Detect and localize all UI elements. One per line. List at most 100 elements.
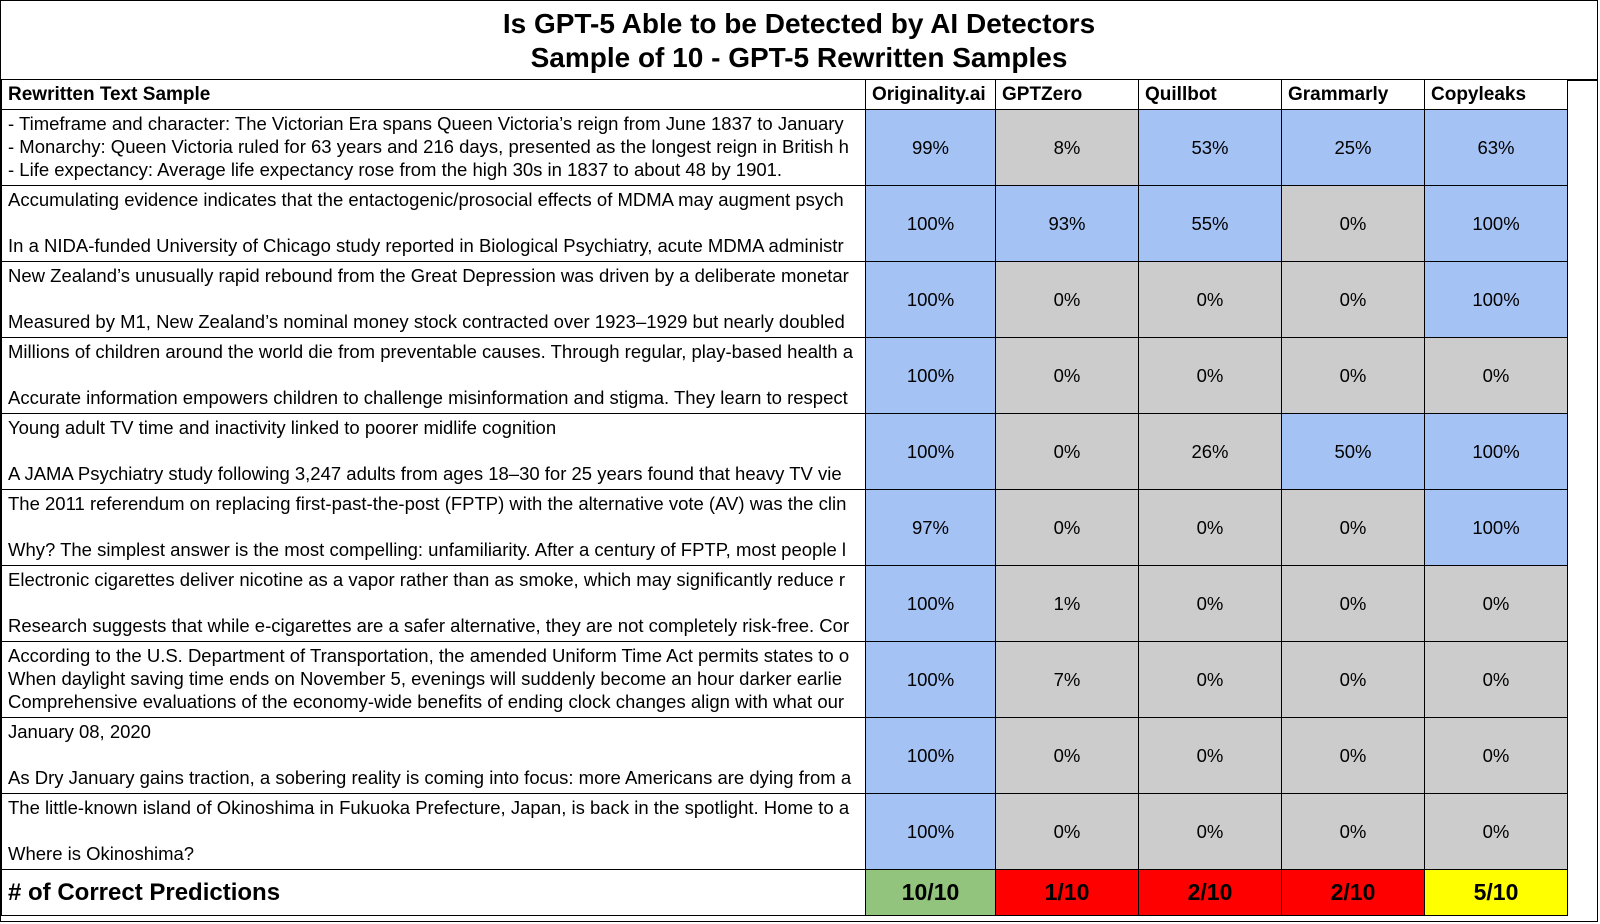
- score-cell-originality[interactable]: 100%: [865, 261, 996, 338]
- score-cell-copyleaks[interactable]: 100%: [1424, 413, 1568, 490]
- sample-text-line: Comprehensive evaluations of the economy…: [8, 691, 845, 712]
- score-cell-grammarly[interactable]: 0%: [1281, 641, 1425, 718]
- sample-text-line: Young adult TV time and inactivity linke…: [8, 417, 557, 438]
- score-cell-copyleaks[interactable]: 0%: [1424, 641, 1568, 718]
- header-gptzero[interactable]: GPTZero: [995, 79, 1139, 110]
- score-cell-originality[interactable]: 100%: [865, 641, 996, 718]
- sample-text-cell[interactable]: According to the U.S. Department of Tran…: [1, 641, 866, 718]
- score-cell-originality[interactable]: 100%: [865, 413, 996, 490]
- score-cell-originality[interactable]: 97%: [865, 489, 996, 566]
- header-copyleaks[interactable]: Copyleaks: [1424, 79, 1568, 110]
- score-cell-gptzero[interactable]: 7%: [995, 641, 1139, 718]
- header-sample[interactable]: Rewritten Text Sample: [1, 79, 866, 110]
- score-cell-gptzero[interactable]: 8%: [995, 109, 1139, 186]
- score-cell-grammarly[interactable]: 0%: [1281, 185, 1425, 262]
- score-cell-copyleaks[interactable]: 100%: [1424, 261, 1568, 338]
- sample-text-cell[interactable]: The little-known island of Okinoshima in…: [1, 793, 866, 870]
- score-cell-copyleaks[interactable]: 0%: [1424, 337, 1568, 414]
- page-subtitle: Sample of 10 - GPT-5 Rewritten Samples: [530, 42, 1068, 73]
- score-cell-gptzero[interactable]: 0%: [995, 793, 1139, 870]
- score-cell-grammarly[interactable]: 50%: [1281, 413, 1425, 490]
- score-cell-quillbot[interactable]: 0%: [1138, 489, 1282, 566]
- score-cell-grammarly[interactable]: 0%: [1281, 717, 1425, 794]
- sample-text-line: Electronic cigarettes deliver nicotine a…: [8, 569, 845, 590]
- sample-text-cell[interactable]: Young adult TV time and inactivity linke…: [1, 413, 866, 490]
- header-quillbot[interactable]: Quillbot: [1138, 79, 1282, 110]
- score-cell-gptzero[interactable]: 93%: [995, 185, 1139, 262]
- score-cell-quillbot[interactable]: 0%: [1138, 261, 1282, 338]
- score-cell-quillbot[interactable]: 53%: [1138, 109, 1282, 186]
- sample-text-line: Measured by M1, New Zealand’s nominal mo…: [8, 311, 845, 332]
- sample-text-line: Accumulating evidence indicates that the…: [8, 189, 844, 210]
- sample-text-line: As Dry January gains traction, a soberin…: [8, 767, 852, 788]
- sample-text-line: When daylight saving time ends on Novemb…: [8, 668, 842, 689]
- score-cell-quillbot[interactable]: 0%: [1138, 337, 1282, 414]
- sample-text-line: - Life expectancy: Average life expectan…: [8, 159, 783, 180]
- sample-text-line: The 2011 referendum on replacing first-p…: [8, 493, 847, 514]
- score-cell-quillbot[interactable]: 0%: [1138, 641, 1282, 718]
- sample-text-cell[interactable]: - Timeframe and character: The Victorian…: [1, 109, 866, 186]
- score-cell-gptzero[interactable]: 1%: [995, 565, 1139, 642]
- score-cell-gptzero[interactable]: 0%: [995, 489, 1139, 566]
- total-score-grammarly[interactable]: 2/10: [1281, 869, 1425, 916]
- score-cell-originality[interactable]: 100%: [865, 565, 996, 642]
- score-cell-copyleaks[interactable]: 100%: [1424, 185, 1568, 262]
- score-cell-copyleaks[interactable]: 100%: [1424, 489, 1568, 566]
- header-originality[interactable]: Originality.ai: [865, 79, 996, 110]
- total-score-copyleaks[interactable]: 5/10: [1424, 869, 1568, 916]
- score-cell-originality[interactable]: 100%: [865, 717, 996, 794]
- sample-text-line: - Monarchy: Queen Victoria ruled for 63 …: [8, 136, 849, 157]
- sample-text-cell[interactable]: Electronic cigarettes deliver nicotine a…: [1, 565, 866, 642]
- score-cell-copyleaks[interactable]: 0%: [1424, 793, 1568, 870]
- score-cell-grammarly[interactable]: 0%: [1281, 489, 1425, 566]
- score-cell-copyleaks[interactable]: 0%: [1424, 565, 1568, 642]
- sample-text-cell[interactable]: Accumulating evidence indicates that the…: [1, 185, 866, 262]
- score-cell-grammarly[interactable]: 0%: [1281, 261, 1425, 338]
- table-row: Electronic cigarettes deliver nicotine a…: [1, 565, 1568, 642]
- sample-text-line: Millions of children around the world di…: [8, 341, 853, 362]
- sample-text-cell[interactable]: The 2011 referendum on replacing first-p…: [1, 489, 866, 566]
- score-cell-gptzero[interactable]: 0%: [995, 261, 1139, 338]
- score-cell-quillbot[interactable]: 0%: [1138, 793, 1282, 870]
- score-cell-originality[interactable]: 99%: [865, 109, 996, 186]
- score-cell-copyleaks[interactable]: 63%: [1424, 109, 1568, 186]
- sample-text-cell[interactable]: New Zealand’s unusually rapid rebound fr…: [1, 261, 866, 338]
- score-cell-grammarly[interactable]: 0%: [1281, 565, 1425, 642]
- score-cell-quillbot[interactable]: 0%: [1138, 565, 1282, 642]
- sample-text-line: [8, 287, 865, 310]
- totals-label[interactable]: # of Correct Predictions: [1, 869, 866, 916]
- sample-text-line: [8, 819, 865, 842]
- page-title: Is GPT-5 Able to be Detected by AI Detec…: [502, 8, 1096, 39]
- table-row: The 2011 referendum on replacing first-p…: [1, 489, 1568, 566]
- sample-text-line: [8, 515, 865, 538]
- score-cell-gptzero[interactable]: 0%: [995, 413, 1139, 490]
- score-cell-grammarly[interactable]: 25%: [1281, 109, 1425, 186]
- score-cell-quillbot[interactable]: 55%: [1138, 185, 1282, 262]
- score-cell-grammarly[interactable]: 0%: [1281, 337, 1425, 414]
- table-row: Millions of children around the world di…: [1, 337, 1568, 414]
- table-row: Accumulating evidence indicates that the…: [1, 185, 1568, 262]
- score-cell-quillbot[interactable]: 26%: [1138, 413, 1282, 490]
- totals-row: # of Correct Predictions 10/10 1/10 2/10…: [1, 869, 1568, 916]
- sample-text-line: - Timeframe and character: The Victorian…: [8, 113, 844, 134]
- sample-text-line: Why? The simplest answer is the most com…: [8, 539, 846, 560]
- score-cell-quillbot[interactable]: 0%: [1138, 717, 1282, 794]
- score-cell-gptzero[interactable]: 0%: [995, 337, 1139, 414]
- total-score-originality[interactable]: 10/10: [865, 869, 996, 916]
- sample-text-line: In a NIDA-funded University of Chicago s…: [8, 235, 844, 256]
- score-cell-gptzero[interactable]: 0%: [995, 717, 1139, 794]
- results-table: Rewritten Text Sample Originality.ai GPT…: [1, 79, 1568, 916]
- score-cell-grammarly[interactable]: 0%: [1281, 793, 1425, 870]
- header-grammarly[interactable]: Grammarly: [1281, 79, 1425, 110]
- score-cell-originality[interactable]: 100%: [865, 185, 996, 262]
- total-score-quillbot[interactable]: 2/10: [1138, 869, 1282, 916]
- total-score-gptzero[interactable]: 1/10: [995, 869, 1139, 916]
- score-cell-copyleaks[interactable]: 0%: [1424, 717, 1568, 794]
- header-row: Rewritten Text Sample Originality.ai GPT…: [1, 79, 1568, 110]
- score-cell-originality[interactable]: 100%: [865, 337, 996, 414]
- sample-text-line: Research suggests that while e-cigarette…: [8, 615, 850, 636]
- score-cell-originality[interactable]: 100%: [865, 793, 996, 870]
- sample-text-line: The little-known island of Okinoshima in…: [8, 797, 850, 818]
- sample-text-cell[interactable]: January 08, 2020 As Dry January gains tra…: [1, 717, 866, 794]
- sample-text-cell[interactable]: Millions of children around the world di…: [1, 337, 866, 414]
